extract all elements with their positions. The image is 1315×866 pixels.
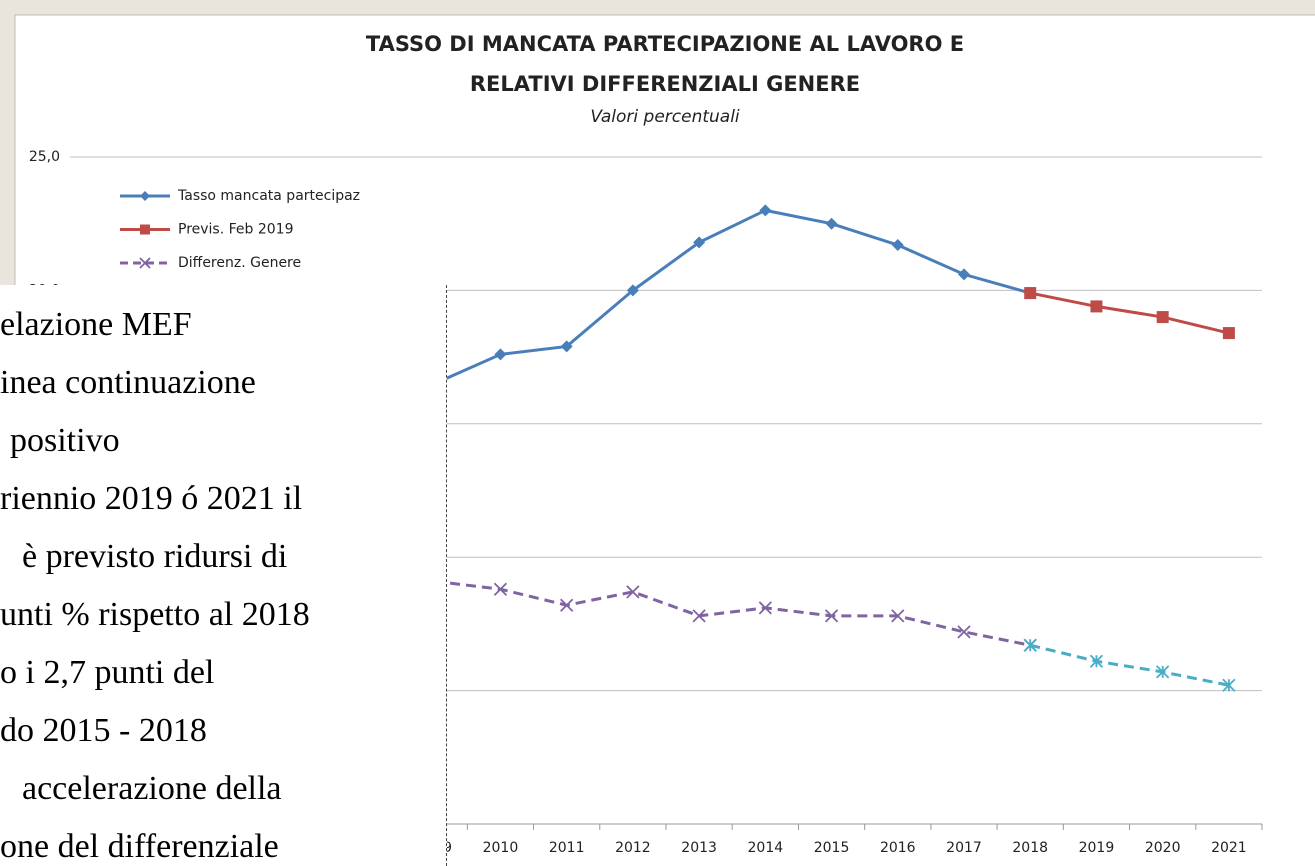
marker [626,585,640,599]
x-tick-label: 2017 [946,840,982,856]
chart-title: RELATIVI DIFFERENZIALI GENERE [470,72,860,96]
marker [493,582,508,596]
legend-label: Previs. Feb 2019 [178,222,294,238]
x-tick-label: 2018 [1012,840,1048,856]
marker [1156,665,1170,679]
marker [494,348,507,361]
text-line: positivo [10,422,120,459]
marker [560,598,574,612]
marker [758,601,772,615]
x-tick-label: 2014 [748,840,784,856]
marker [825,217,838,230]
marker [1089,654,1104,668]
marker [626,284,639,297]
text-line: one del differenziale [0,828,279,865]
series-line [433,208,1031,386]
marker [693,236,706,249]
x-tick-label: 2011 [549,840,585,856]
marker [560,340,573,353]
y-tick-label: 25,0 [29,149,60,165]
text-line: accelerazione della [22,770,282,807]
marker [1222,327,1235,340]
legend-label: Differenz. Genere [178,255,301,271]
marker [692,609,706,623]
text-line: o i 2,7 punti del [0,654,215,691]
x-tick-label: 2019 [1079,840,1115,856]
text-box: elazione MEF inea continuazione positivo ri… [0,285,447,866]
marker [824,609,839,623]
text-line: è previsto ridursi di [22,538,288,575]
marker [1024,287,1037,300]
marker [958,268,970,281]
text-line: riennio 2019 ó 2021 il [0,480,303,517]
series-line [434,579,1031,647]
marker [1222,678,1236,692]
marker [1090,300,1103,313]
marker [759,204,772,217]
x-tick-label: 2016 [880,840,916,856]
marker [139,257,151,269]
marker [1023,638,1037,652]
marker [1156,311,1169,324]
series-line [1029,291,1230,335]
text-line: inea continuazione [0,364,256,401]
marker [891,239,904,252]
legend-label: Tasso mancata partecipaz [177,188,360,204]
text-line: unti % rispetto al 2018 [0,596,310,633]
series-line [1029,643,1230,687]
marker [957,625,971,639]
x-tick-label: 2013 [681,840,717,856]
marker [891,609,905,623]
text-line: elazione MEF [0,306,192,343]
chart-title: TASSO DI MANCATA PARTECIPAZIONE AL LAVOR… [366,32,964,56]
x-tick-label: 2012 [615,840,651,856]
x-tick-label: 2015 [814,840,850,856]
marker [140,224,150,235]
chart-subtitle: Valori percentuali [590,107,740,127]
text-line: do 2015 - 2018 [0,712,207,749]
marker [140,191,150,201]
x-tick-label: 2020 [1145,840,1181,856]
x-tick-label: 2021 [1211,840,1247,856]
x-tick-label: 2010 [483,840,519,856]
